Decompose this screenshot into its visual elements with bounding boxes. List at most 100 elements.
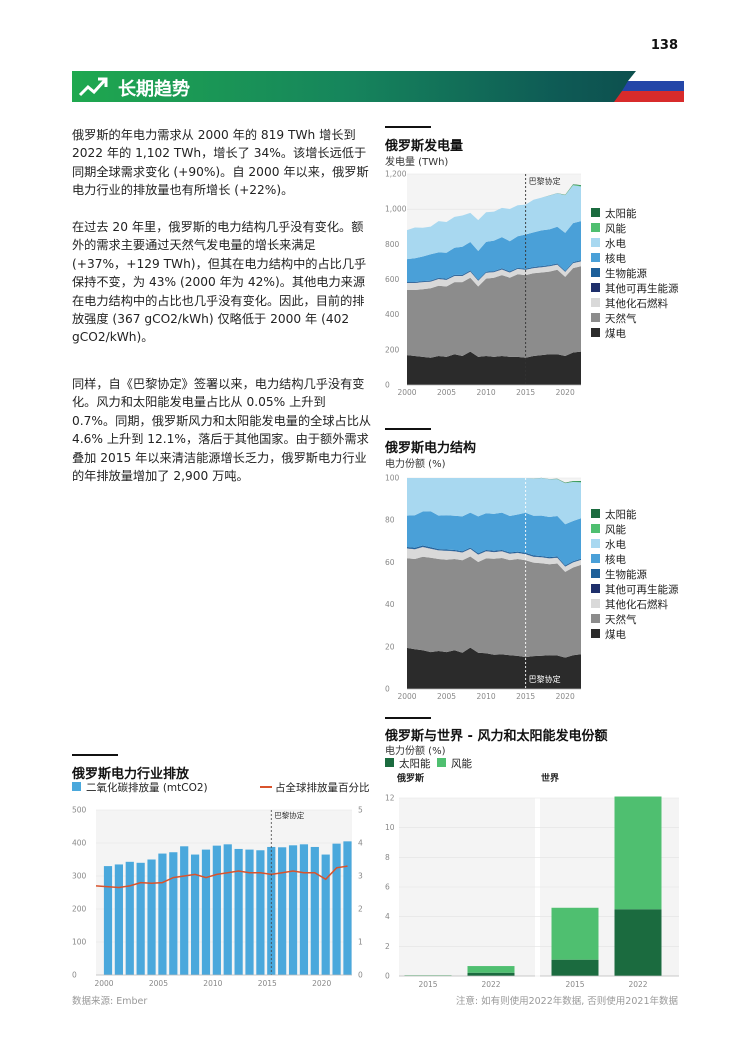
area-series — [407, 351, 581, 385]
emission-bar — [256, 850, 265, 975]
y-tick-label: 60 — [385, 558, 395, 567]
legend-swatch — [385, 758, 394, 767]
x-tick-label: 2005 — [437, 388, 456, 397]
emissions-legend: 二氧化碳排放量 (mtCO2) 占全球排放量百分比 — [72, 780, 370, 794]
y-tick-label: 100 — [385, 474, 400, 483]
x-tick-label: 2022 — [628, 980, 647, 989]
y-tick-label: 1,200 — [385, 170, 407, 179]
paris-label: 巴黎协定 — [529, 176, 561, 186]
legend-swatch — [591, 253, 600, 262]
y2-tick-label: 4 — [358, 839, 363, 848]
emission-bar — [278, 847, 287, 975]
paragraph-mix: 在过去 20 年里，俄罗斯的电力结构几乎没有变化。额外的需求主要通过天然气发电量… — [72, 220, 367, 345]
y-tick-label: 0 — [385, 381, 390, 390]
group-label-world: 世界 — [541, 774, 560, 784]
x-tick-label: 2005 — [149, 979, 168, 988]
y-tick-label: 0 — [72, 971, 77, 980]
generation-area-chart: 0 200 400 600 800 1,000 1,200 巴黎协定 2000 2005 2010 2… — [385, 170, 581, 397]
ws-bar-segment — [614, 796, 662, 910]
chart-unit-generation: 发电量 (TWh) — [385, 157, 449, 168]
y2-tick-label: 1 — [358, 938, 363, 947]
ws-bar-segment — [614, 909, 662, 976]
ws-bar-segment — [467, 966, 515, 973]
x-tick-label: 2015 — [418, 980, 437, 989]
x-tick-label: 2015 — [516, 388, 535, 397]
y-tick-label: 300 — [72, 872, 87, 881]
emission-bar — [180, 846, 189, 975]
emission-bar — [147, 859, 156, 975]
legend-swatch — [591, 509, 600, 518]
emission-bar — [103, 866, 113, 975]
y2-tick-label: 2 — [358, 905, 363, 914]
chart-title-mix: 俄罗斯电力结构 — [385, 441, 477, 456]
x-tick-label: 2020 — [556, 388, 575, 397]
ws-bar-segment — [467, 972, 515, 976]
paris-label: 巴黎协定 — [274, 810, 304, 820]
footer-note: 注意: 如有则使用2022年数据, 否则使用2021年数据 — [455, 996, 678, 1007]
emission-bar — [332, 843, 341, 975]
russia-flag-icon — [614, 71, 684, 102]
section-banner: 长期趋势 — [72, 71, 684, 102]
chart-title-generation: 俄罗斯发电量 — [385, 139, 464, 154]
chart-rule — [72, 754, 118, 756]
chart-rule — [385, 126, 431, 128]
ws-bar-segment — [551, 959, 599, 976]
legend-label: 太阳能 — [399, 758, 431, 770]
x-tick-label: 2010 — [477, 388, 496, 397]
y-tick-label: 40 — [385, 600, 395, 609]
y-tick-label: 400 — [385, 310, 400, 319]
legend-label: 天然气 — [605, 614, 637, 626]
legend-label: 其他可再生能源 — [605, 584, 679, 596]
emission-bar — [190, 854, 200, 975]
legend-label: 水电 — [605, 539, 626, 551]
legend-label: 其他化石燃料 — [605, 599, 668, 611]
emission-bar — [114, 864, 123, 975]
legend-label: 二氧化碳排放量 (mtCO2) — [86, 782, 208, 794]
legend-label: 风能 — [605, 524, 626, 536]
emission-bar — [299, 844, 309, 975]
legend-label: 太阳能 — [605, 208, 637, 220]
legend-swatch — [591, 569, 600, 578]
section-title: 长期趋势 — [118, 79, 190, 100]
legend-swatch — [591, 599, 600, 608]
emission-bar — [321, 854, 330, 975]
x-tick-label: 2010 — [203, 979, 222, 988]
y-tick-label: 200 — [385, 345, 400, 354]
legend-label: 风能 — [451, 758, 472, 770]
legend-label: 核电 — [605, 554, 626, 566]
legend-label: 核电 — [605, 253, 626, 265]
share-line — [95, 865, 348, 889]
chart-rule — [385, 428, 431, 430]
emission-bar — [158, 853, 167, 975]
emission-bar — [169, 852, 178, 975]
emission-bar — [343, 841, 352, 975]
y2-tick-label: 5 — [358, 806, 363, 815]
chart-title-emissions: 俄罗斯电力行业排放 — [72, 767, 190, 782]
x-tick-label: 2010 — [477, 692, 496, 701]
emission-bar — [310, 846, 319, 975]
emission-bar — [125, 861, 134, 975]
legend-label: 其他化石燃料 — [605, 298, 668, 310]
legend-swatch — [591, 208, 600, 217]
x-tick-label: 2000 — [397, 692, 416, 701]
group-label-russia: 俄罗斯 — [397, 774, 425, 784]
legend-swatch — [591, 298, 600, 307]
x-tick-label: 2000 — [94, 979, 113, 988]
x-tick-label: 2020 — [312, 979, 331, 988]
paragraph-paris: 同样，自《巴黎协定》签署以来，电力结构几乎没有变化。风力和太阳能发电量占比从 0… — [72, 377, 372, 484]
y-tick-label: 10 — [385, 823, 395, 832]
y-tick-label: 800 — [385, 240, 400, 249]
legend-label: 水电 — [605, 238, 626, 250]
y2-tick-label: 3 — [358, 872, 363, 881]
wind-solar-bar-chart: 0 2 4 6 8 10 12 2015 2022 2015 2022 — [385, 794, 679, 989]
chart-unit-mix: 电力份额 (%) — [385, 459, 446, 470]
mix-legend: 太阳能 风能 水电 核电 生物能源 其他可再生能源 其他化石燃料 天然气 煤电 — [591, 507, 691, 647]
emission-bar — [245, 849, 254, 975]
x-tick-label: 2015 — [516, 692, 535, 701]
area-series — [407, 266, 581, 358]
legend-swatch — [591, 524, 600, 533]
x-tick-label: 2015 — [565, 980, 584, 989]
y-tick-label: 200 — [72, 905, 87, 914]
x-tick-label: 2000 — [397, 388, 416, 397]
y-tick-label: 80 — [385, 516, 395, 525]
